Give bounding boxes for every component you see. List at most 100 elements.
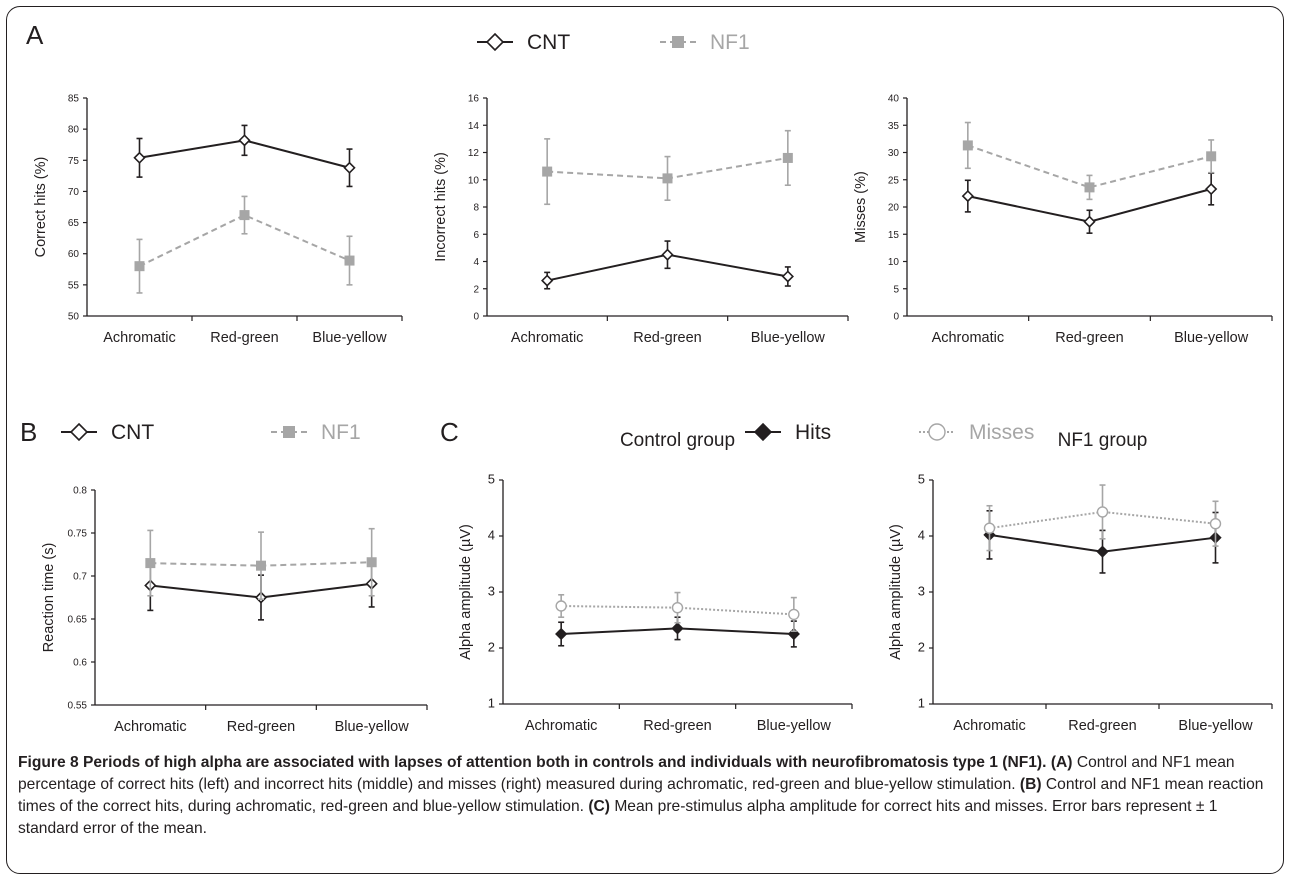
x-tick-label-b: Red-green bbox=[227, 719, 296, 735]
figure-caption: Figure 8 Periods of high alpha are assoc… bbox=[18, 752, 1278, 840]
legend-label: NF1 bbox=[321, 421, 361, 444]
y-tick-label-a3: 5 bbox=[893, 284, 899, 295]
legend-label: CNT bbox=[527, 31, 570, 54]
data-point bbox=[555, 600, 567, 612]
y-tick-label-a1: 80 bbox=[68, 125, 80, 136]
data-point bbox=[1084, 182, 1095, 193]
data-point bbox=[366, 557, 377, 568]
y-tick-label-c2: 2 bbox=[918, 640, 925, 655]
data-point bbox=[1096, 545, 1109, 558]
data-point bbox=[134, 261, 145, 272]
y-tick-label-a3: 20 bbox=[888, 203, 900, 214]
chart-c2: 1 2 3 4 5 Achromatic Red-green Blue-yellow Alpha… bbox=[888, 430, 1273, 734]
data-point bbox=[145, 558, 156, 569]
legend-marker bbox=[283, 426, 295, 438]
series-line-c2-misses bbox=[989, 510, 1216, 530]
data-point bbox=[662, 173, 673, 184]
y-tick-label-c2: 1 bbox=[918, 696, 925, 711]
legend-marker bbox=[928, 423, 946, 441]
chart-title-c2: NF1 group bbox=[1058, 430, 1148, 451]
series-line-a3-nf1 bbox=[967, 144, 1212, 189]
y-tick-label-b: 0.7 bbox=[73, 572, 87, 583]
series-a2-nf1 bbox=[542, 129, 793, 206]
y-tick-label-a2: 4 bbox=[473, 257, 479, 268]
y-axis-label-a1: Correct hits (%) bbox=[33, 157, 49, 258]
y-tick-label-c2: 3 bbox=[918, 584, 925, 599]
y-tick-label-a3: 25 bbox=[888, 175, 900, 186]
legend-item-nf1: NF1 bbox=[271, 421, 361, 444]
y-tick-label-a1: 65 bbox=[68, 218, 80, 229]
data-point bbox=[133, 151, 146, 164]
data-point bbox=[256, 560, 266, 571]
panel-letter-a: A bbox=[26, 20, 44, 50]
data-point bbox=[671, 601, 684, 614]
y-tick-label-a1: 70 bbox=[68, 187, 80, 198]
chart-b: 0.55 0.6 0.65 0.7 0.75 0.8 Achromatic Red-green… bbox=[41, 486, 428, 735]
y-axis-label-c2: Alpha amplitude (µV) bbox=[888, 524, 904, 660]
y-axis-label-a3: Misses (%) bbox=[853, 171, 869, 243]
data-point bbox=[1083, 215, 1096, 228]
y-tick-label-a3: 10 bbox=[888, 257, 900, 268]
y-tick-label-c1: 3 bbox=[488, 584, 495, 599]
series-b-nf1 bbox=[145, 527, 377, 601]
series-a1-nf1 bbox=[134, 195, 355, 294]
y-tick-label-c1: 4 bbox=[488, 528, 495, 543]
x-tick-label-c1: Blue-yellow bbox=[757, 718, 832, 734]
x-tick-label-b: Blue-yellow bbox=[335, 719, 410, 735]
x-tick-label-a2: Blue-yellow bbox=[751, 330, 826, 346]
caption-title: Figure 8 Periods of high alpha are assoc… bbox=[18, 754, 1047, 771]
x-tick-label-a1: Blue-yellow bbox=[312, 330, 387, 346]
x-tick-label-a3: Blue-yellow bbox=[1174, 330, 1249, 346]
y-tick-label-a2: 0 bbox=[473, 312, 479, 323]
data-point bbox=[961, 189, 974, 203]
caption-text-a: Control and NF1 mean percentage of corre… bbox=[18, 754, 1235, 793]
x-tick-label-a1: Red-green bbox=[210, 330, 279, 346]
figure-frame bbox=[6, 6, 1284, 874]
x-tick-label-c2: Blue-yellow bbox=[1178, 718, 1253, 734]
chart-c1: 1 2 3 4 5 Achromatic Red-green Blue-yellow Alpha… bbox=[458, 430, 853, 734]
chart-a2: 0 2 4 6 8 10 12 14 16 Achromatic Red-green Blue-yel… bbox=[433, 94, 849, 346]
series-c2-misses bbox=[983, 484, 1222, 552]
data-point bbox=[1205, 182, 1218, 196]
legend-item-misses: Misses bbox=[919, 421, 1034, 444]
y-tick-label-b: 0.75 bbox=[68, 529, 88, 540]
y-tick-label-a1: 60 bbox=[68, 249, 80, 260]
series-a3-cnt bbox=[961, 172, 1218, 234]
x-tick-label-a1: Achromatic bbox=[103, 330, 176, 346]
x-tick-label-a3: Achromatic bbox=[932, 330, 1005, 346]
legend-panel-c: Hits Misses bbox=[745, 421, 1034, 444]
legend-label: Hits bbox=[795, 421, 831, 444]
x-tick-label-c2: Achromatic bbox=[953, 718, 1026, 734]
series-a1-cnt bbox=[133, 124, 356, 188]
data-point bbox=[555, 627, 568, 641]
data-point bbox=[661, 248, 674, 261]
y-tick-label-a2: 8 bbox=[473, 203, 479, 214]
chart-a3: 0 5 10 15 20 25 30 35 40 Achromatic Red-green Blue-… bbox=[853, 94, 1273, 346]
y-axis-label-c1: Alpha amplitude (µV) bbox=[458, 524, 474, 660]
legend-label: Misses bbox=[969, 421, 1034, 444]
y-tick-label-a2: 14 bbox=[468, 121, 480, 132]
x-tick-label-a2: Achromatic bbox=[511, 330, 584, 346]
y-tick-label-a2: 10 bbox=[468, 175, 480, 186]
y-tick-label-c2: 5 bbox=[918, 472, 925, 487]
y-tick-label-a3: 0 bbox=[893, 312, 899, 323]
y-tick-label-a3: 35 bbox=[888, 121, 900, 132]
y-tick-label-a3: 40 bbox=[888, 94, 900, 105]
series-a3-nf1 bbox=[962, 121, 1217, 201]
caption-text-b: Control and NF1 mean reaction times of t… bbox=[18, 776, 1264, 815]
data-point bbox=[788, 608, 800, 621]
data-point bbox=[542, 166, 553, 177]
series-a2-cnt bbox=[541, 240, 794, 290]
legend-panel-b: CNT NF1 bbox=[61, 421, 361, 444]
x-tick-label-b: Achromatic bbox=[114, 719, 187, 735]
data-point bbox=[671, 622, 684, 635]
data-point bbox=[239, 210, 250, 221]
data-point bbox=[983, 522, 996, 534]
y-tick-label-b: 0.55 bbox=[68, 701, 88, 712]
legend-label: NF1 bbox=[710, 31, 750, 54]
data-point bbox=[1206, 151, 1217, 162]
x-tick-label-c1: Achromatic bbox=[525, 718, 598, 734]
panel-letter-b: B bbox=[20, 417, 37, 447]
x-tick-label-c2: Red-green bbox=[1068, 718, 1137, 734]
